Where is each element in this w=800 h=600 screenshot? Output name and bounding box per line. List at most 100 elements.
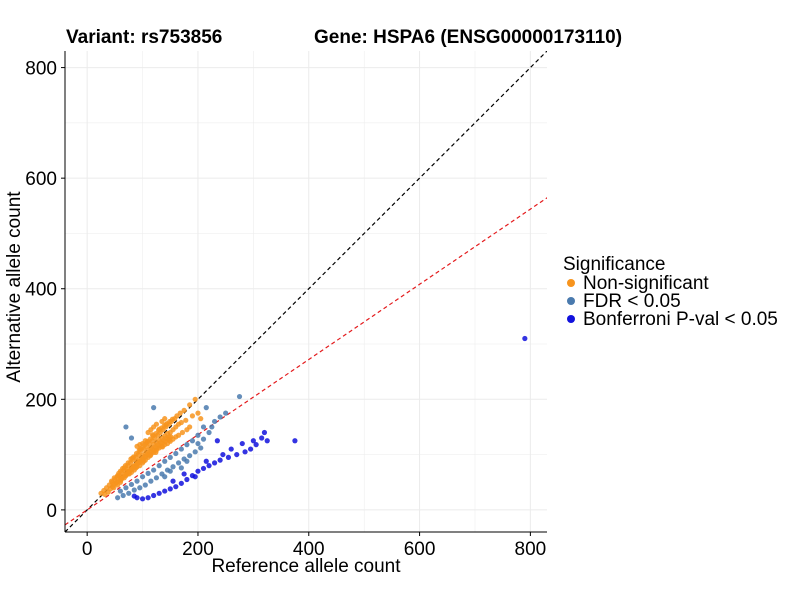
- point-fdr-0-05: [209, 424, 215, 430]
- point-non-significant: [141, 458, 147, 464]
- point-non-significant: [121, 465, 127, 471]
- point-bonferroni-p-val-0-05: [192, 474, 198, 480]
- point-non-significant: [118, 477, 124, 483]
- point-fdr-0-05: [184, 442, 190, 448]
- point-non-significant: [153, 449, 159, 455]
- point-bonferroni-p-val-0-05: [170, 478, 176, 484]
- point-bonferroni-p-val-0-05: [211, 460, 218, 466]
- point-fdr-0-05: [151, 405, 157, 411]
- point-bonferroni-p-val-0-05: [151, 492, 157, 499]
- point-non-significant: [113, 479, 120, 485]
- point-bonferroni-p-val-0-05: [522, 335, 528, 342]
- point-fdr-0-05: [167, 468, 173, 474]
- point-fdr-0-05: [170, 464, 176, 470]
- legend-title: Significance: [563, 254, 665, 275]
- point-fdr-0-05: [203, 405, 209, 411]
- y-tick-label: 200: [25, 390, 57, 411]
- point-non-significant: [192, 396, 198, 402]
- point-non-significant: [156, 426, 162, 432]
- tick-labels: 0 200 400 600 800 0 200 400 600 800: [25, 59, 546, 560]
- point-bonferroni-p-val-0-05: [145, 495, 151, 501]
- point-fdr-0-05: [131, 487, 137, 493]
- point-fdr-0-05: [198, 445, 204, 451]
- point-fdr-0-05: [192, 449, 198, 455]
- point-fdr-0-05: [187, 453, 193, 459]
- point-fdr-0-05: [236, 393, 243, 400]
- point-non-significant: [142, 438, 148, 444]
- y-tick-label: 0: [46, 501, 57, 522]
- point-fdr-0-05: [206, 429, 212, 436]
- point-fdr-0-05: [120, 492, 126, 499]
- point-fdr-0-05: [137, 485, 143, 491]
- point-fdr-0-05: [153, 475, 160, 481]
- point-non-significant: [169, 416, 176, 422]
- point-bonferroni-p-val-0-05: [217, 457, 223, 463]
- point-bonferroni-p-val-0-05: [131, 493, 137, 499]
- point-non-significant: [187, 402, 193, 408]
- point-non-significant: [178, 419, 184, 426]
- x-tick-label: 0: [82, 539, 93, 560]
- point-non-significant: [163, 422, 169, 428]
- x-tick-label: 800: [515, 539, 547, 560]
- point-bonferroni-p-val-0-05: [195, 468, 201, 474]
- title-variant: Variant: rs753856: [66, 27, 222, 48]
- point-bonferroni-p-val-0-05: [250, 438, 256, 444]
- point-fdr-0-05: [211, 418, 218, 425]
- point-fdr-0-05: [156, 463, 162, 469]
- point-fdr-0-05: [217, 414, 223, 420]
- point-bonferroni-p-val-0-05: [264, 438, 270, 444]
- point-non-significant: [198, 416, 204, 422]
- point-fdr-0-05: [162, 474, 168, 480]
- point-bonferroni-p-val-0-05: [253, 442, 259, 448]
- legend-key-bonferroni-p-val-0-05: [567, 315, 575, 323]
- point-bonferroni-p-val-0-05: [162, 488, 168, 494]
- point-bonferroni-p-val-0-05: [228, 446, 234, 452]
- point-non-significant: [166, 437, 172, 443]
- point-bonferroni-p-val-0-05: [214, 438, 220, 444]
- data-points: [98, 335, 528, 502]
- point-bonferroni-p-val-0-05: [225, 454, 232, 460]
- point-bonferroni-p-val-0-05: [206, 463, 212, 469]
- legend-label-fdr-0-05: FDR < 0.05: [583, 291, 681, 312]
- legend-label-non-significant: Non-significant: [583, 273, 709, 294]
- point-fdr-0-05: [148, 478, 154, 484]
- point-non-significant: [129, 455, 136, 461]
- point-fdr-0-05: [117, 488, 124, 494]
- point-non-significant: [133, 465, 139, 471]
- x-tick-label: 400: [293, 539, 325, 560]
- point-bonferroni-p-val-0-05: [184, 476, 190, 483]
- point-bonferroni-p-val-0-05: [292, 438, 298, 444]
- point-fdr-0-05: [128, 435, 135, 441]
- y-axis-title: Alternative allele count: [4, 191, 25, 383]
- point-non-significant: [181, 407, 187, 413]
- y-tick-label: 400: [25, 280, 57, 301]
- axes: [64, 51, 547, 533]
- point-bonferroni-p-val-0-05: [220, 451, 226, 458]
- point-non-significant: [116, 470, 122, 476]
- y-tick-label: 600: [25, 169, 57, 190]
- point-fdr-0-05: [200, 436, 207, 442]
- point-fdr-0-05: [175, 460, 182, 466]
- point-non-significant: [125, 470, 131, 476]
- point-non-significant: [147, 453, 153, 459]
- point-non-significant: [179, 429, 186, 436]
- point-fdr-0-05: [195, 432, 201, 438]
- point-fdr-0-05: [178, 446, 184, 452]
- point-bonferroni-p-val-0-05: [247, 446, 254, 452]
- point-bonferroni-p-val-0-05: [178, 480, 184, 486]
- point-bonferroni-p-val-0-05: [259, 435, 265, 441]
- point-bonferroni-p-val-0-05: [167, 486, 173, 492]
- point-fdr-0-05: [167, 454, 173, 460]
- point-non-significant: [189, 413, 196, 419]
- point-fdr-0-05: [128, 481, 135, 488]
- point-bonferroni-p-val-0-05: [234, 451, 240, 458]
- point-fdr-0-05: [189, 438, 196, 444]
- point-non-significant: [195, 410, 201, 416]
- point-fdr-0-05: [145, 470, 151, 476]
- point-bonferroni-p-val-0-05: [239, 440, 245, 447]
- x-tick-label: 200: [182, 539, 214, 560]
- legend-key-non-significant: [567, 279, 575, 287]
- point-non-significant: [177, 410, 183, 416]
